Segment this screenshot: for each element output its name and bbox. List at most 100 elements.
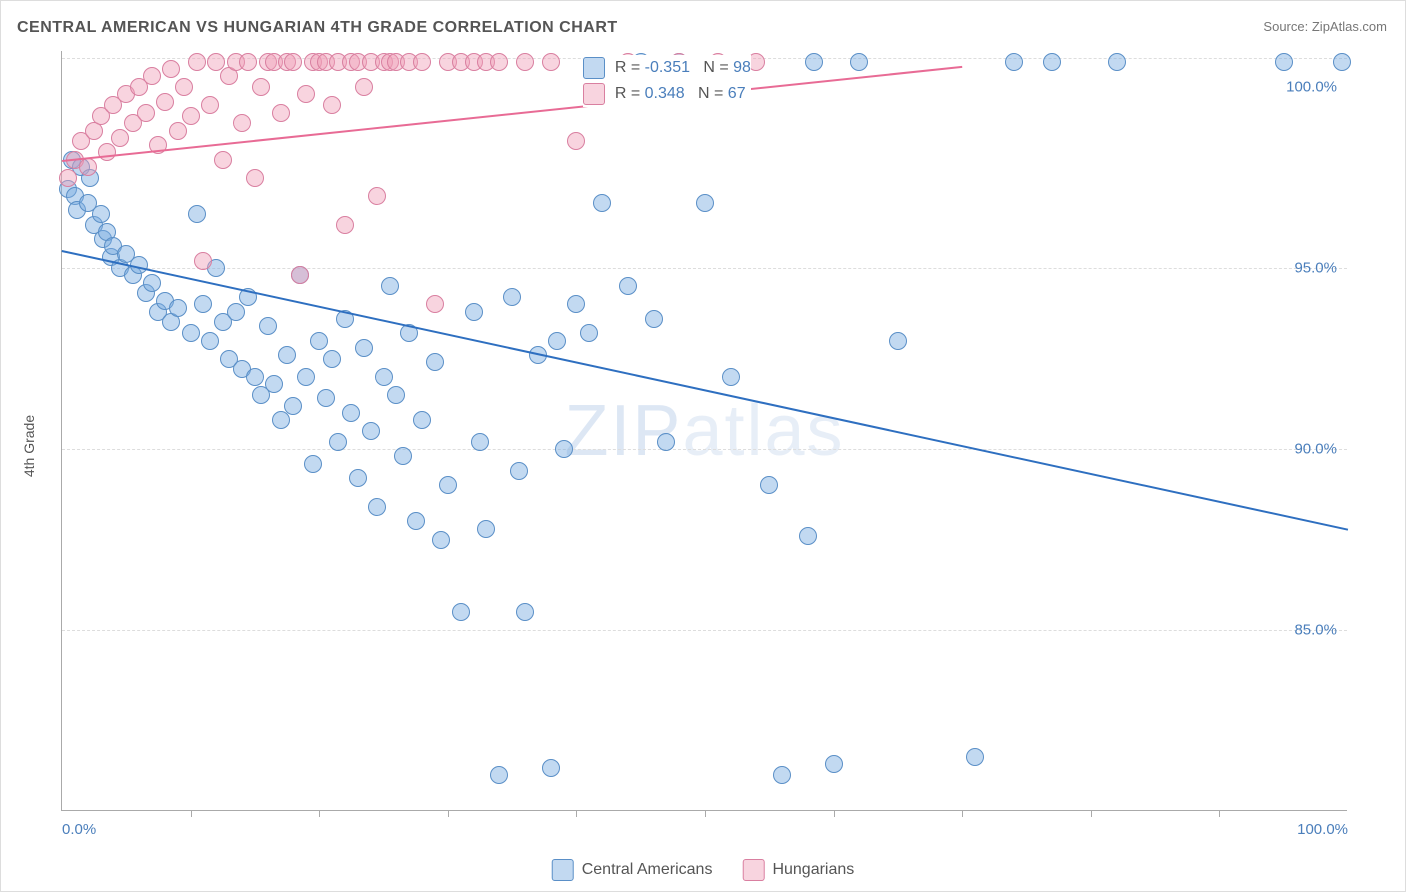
x-tick bbox=[705, 810, 706, 817]
legend-label: Central Americans bbox=[582, 861, 713, 879]
stats-text: R = -0.351 N = 98 bbox=[615, 59, 751, 77]
data-point bbox=[239, 53, 257, 71]
data-point bbox=[188, 205, 206, 223]
x-tick bbox=[319, 810, 320, 817]
data-point bbox=[490, 766, 508, 784]
data-point bbox=[342, 404, 360, 422]
data-point bbox=[79, 158, 97, 176]
data-point bbox=[214, 151, 232, 169]
data-point bbox=[272, 411, 290, 429]
data-point bbox=[259, 317, 277, 335]
data-point bbox=[246, 368, 264, 386]
data-point bbox=[477, 520, 495, 538]
x-tick-label: 0.0% bbox=[62, 821, 96, 838]
y-tick-label: 95.0% bbox=[1294, 260, 1337, 277]
data-point bbox=[182, 324, 200, 342]
data-point bbox=[368, 187, 386, 205]
data-point bbox=[201, 96, 219, 114]
data-point bbox=[580, 324, 598, 342]
data-point bbox=[760, 476, 778, 494]
data-point bbox=[773, 766, 791, 784]
data-point bbox=[349, 469, 367, 487]
x-tick-label: 100.0% bbox=[1297, 821, 1348, 838]
data-point bbox=[297, 85, 315, 103]
x-tick bbox=[191, 810, 192, 817]
data-point bbox=[207, 53, 225, 71]
data-point bbox=[465, 303, 483, 321]
plot-area: ZIPatlas 85.0%90.0%95.0%100.0%0.0%100.0%… bbox=[61, 51, 1347, 811]
data-point bbox=[98, 143, 116, 161]
data-point bbox=[111, 129, 129, 147]
source-label: Source: bbox=[1263, 19, 1308, 34]
data-point bbox=[567, 295, 585, 313]
data-point bbox=[1005, 53, 1023, 71]
data-point bbox=[188, 53, 206, 71]
x-tick bbox=[962, 810, 963, 817]
data-point bbox=[503, 288, 521, 306]
data-point bbox=[59, 169, 77, 187]
data-point bbox=[297, 368, 315, 386]
x-tick bbox=[1219, 810, 1220, 817]
x-tick bbox=[576, 810, 577, 817]
data-point bbox=[381, 277, 399, 295]
x-tick bbox=[448, 810, 449, 817]
data-point bbox=[407, 512, 425, 530]
stats-row: R = 0.348 N = 67 bbox=[583, 81, 751, 107]
gridline bbox=[62, 268, 1347, 269]
data-point bbox=[265, 375, 283, 393]
data-point bbox=[362, 422, 380, 440]
data-point bbox=[137, 104, 155, 122]
data-point bbox=[805, 53, 823, 71]
gridline bbox=[62, 630, 1347, 631]
data-point bbox=[143, 67, 161, 85]
data-point bbox=[252, 78, 270, 96]
data-point bbox=[850, 53, 868, 71]
data-point bbox=[310, 332, 328, 350]
legend: Central Americans Hungarians bbox=[552, 859, 855, 881]
source-link[interactable]: ZipAtlas.com bbox=[1312, 19, 1387, 34]
data-point bbox=[162, 60, 180, 78]
data-point bbox=[542, 53, 560, 71]
gridline bbox=[62, 449, 1347, 450]
data-point bbox=[516, 603, 534, 621]
data-point bbox=[201, 332, 219, 350]
data-point bbox=[548, 332, 566, 350]
data-point bbox=[375, 368, 393, 386]
data-point bbox=[889, 332, 907, 350]
legend-label: Hungarians bbox=[772, 861, 854, 879]
data-point bbox=[194, 295, 212, 313]
stats-swatch-icon bbox=[583, 83, 605, 105]
data-point bbox=[182, 107, 200, 125]
data-point bbox=[169, 122, 187, 140]
legend-swatch-icon bbox=[552, 859, 574, 881]
data-point bbox=[284, 53, 302, 71]
data-point bbox=[966, 748, 984, 766]
source-attribution: Source: ZipAtlas.com bbox=[1263, 19, 1387, 34]
x-tick bbox=[1091, 810, 1092, 817]
y-tick-label: 100.0% bbox=[1286, 79, 1337, 96]
y-tick-label: 90.0% bbox=[1294, 441, 1337, 458]
data-point bbox=[323, 350, 341, 368]
data-point bbox=[317, 389, 335, 407]
stats-text: R = 0.348 N = 67 bbox=[615, 85, 746, 103]
data-point bbox=[426, 353, 444, 371]
data-point bbox=[368, 498, 386, 516]
chart-title: CENTRAL AMERICAN VS HUNGARIAN 4TH GRADE … bbox=[17, 19, 618, 37]
data-point bbox=[246, 169, 264, 187]
y-axis-label: 4th Grade bbox=[21, 415, 37, 477]
data-point bbox=[432, 531, 450, 549]
data-point bbox=[323, 96, 341, 114]
data-point bbox=[92, 205, 110, 223]
data-point bbox=[1333, 53, 1351, 71]
data-point bbox=[542, 759, 560, 777]
stats-swatch-icon bbox=[583, 57, 605, 79]
data-point bbox=[278, 346, 296, 364]
data-point bbox=[593, 194, 611, 212]
data-point bbox=[284, 397, 302, 415]
watermark-bold: ZIP bbox=[564, 391, 682, 471]
data-point bbox=[452, 603, 470, 621]
data-point bbox=[336, 216, 354, 234]
data-point bbox=[657, 433, 675, 451]
legend-item-hungarians: Hungarians bbox=[742, 859, 854, 881]
data-point bbox=[413, 53, 431, 71]
